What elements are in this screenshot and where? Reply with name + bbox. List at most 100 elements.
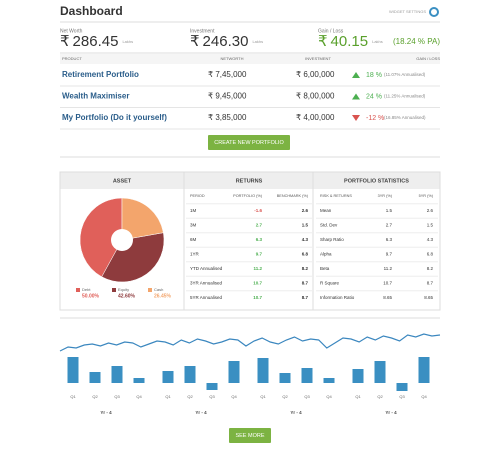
- row-label: Sharp Ratio: [320, 237, 344, 242]
- cell-value: 8.2: [302, 266, 309, 271]
- x-tick-label: Q3: [304, 394, 310, 399]
- column-header: GAIN / LOSS: [416, 56, 440, 61]
- cell-value: 8.7: [427, 281, 434, 286]
- x-tick-label: Q1: [355, 394, 361, 399]
- row-label: 3YR Annualised: [190, 281, 223, 286]
- cell-value: 10.7: [253, 295, 262, 300]
- bar: [228, 361, 240, 383]
- gain: -12 %: [366, 115, 384, 122]
- row-label: Std. Dev: [320, 223, 338, 228]
- cell-value: 11.2: [253, 266, 262, 271]
- bar: [396, 383, 408, 391]
- column-header: 3YR (%): [378, 194, 393, 198]
- see-more-label[interactable]: SEE MORE: [235, 433, 264, 439]
- row-label: R Square: [320, 281, 340, 286]
- gain-note: (11.07% Annualised): [384, 72, 426, 77]
- cell-value: 6.8: [302, 252, 309, 257]
- bar: [301, 368, 313, 383]
- currency: ₹: [60, 33, 70, 50]
- bar: [184, 366, 196, 383]
- panel-header-bg: [60, 172, 440, 189]
- x-tick-label: Q4: [136, 394, 142, 399]
- bar: [257, 358, 269, 383]
- pie-slice: [121, 197, 164, 241]
- widget-settings[interactable]: WIDGET SETTINGS: [389, 9, 426, 14]
- trend-arrow: [352, 115, 360, 121]
- cell-value: 11.2: [384, 266, 393, 271]
- x-tick-label: Q4: [326, 394, 332, 399]
- trend-arrow: [352, 72, 360, 78]
- x-tick-label: Q4: [231, 394, 237, 399]
- group-label: Yr - 4: [195, 410, 207, 415]
- cell-value: 2.7: [256, 223, 263, 228]
- cell-value: 1.5: [427, 223, 434, 228]
- cell-value: 8.65: [424, 295, 433, 300]
- bar: [418, 357, 430, 383]
- bar: [374, 361, 386, 383]
- x-tick-label: Q1: [70, 394, 76, 399]
- currency: ₹: [318, 33, 328, 50]
- gain-note: (16.85% Annualised): [384, 115, 426, 120]
- amount: 40.15: [331, 33, 369, 50]
- bar: [89, 372, 101, 383]
- cell-value: 8.7: [302, 295, 309, 300]
- x-tick-label: Q2: [377, 394, 383, 399]
- x-tick-label: Q1: [260, 394, 266, 399]
- pie-hole: [111, 229, 133, 251]
- summary-value: ₹40.15 Lakhs: [318, 33, 383, 50]
- cell-value: 8.2: [427, 266, 434, 271]
- cell-value: -1.6: [254, 208, 262, 213]
- legend-swatch: [148, 288, 152, 292]
- unit: Lakhs: [252, 39, 263, 44]
- portfolio-name[interactable]: Wealth Maximiser: [62, 92, 129, 101]
- cell-value: 2.6: [427, 208, 434, 213]
- summary-label: Net Worth: [60, 28, 83, 34]
- table-header-bg: [60, 54, 440, 64]
- portfolio-name[interactable]: My Portfolio (Do it yourself): [62, 113, 167, 122]
- investment: ₹ 4,00,000: [296, 113, 335, 122]
- create-button-label[interactable]: CREATE NEW PORTFOLIO: [214, 140, 284, 146]
- column-header: BENCHMARK (%): [277, 194, 309, 198]
- bar: [133, 378, 145, 383]
- cell-value: 2.7: [386, 223, 393, 228]
- settings-icon[interactable]: [429, 7, 439, 17]
- summary-value: ₹286.45 Lakhs: [60, 33, 133, 50]
- x-tick-label: Q3: [399, 394, 405, 399]
- cell-value: 1.5: [386, 208, 393, 213]
- cell-value: 6.3: [256, 237, 263, 242]
- trend-arrow: [352, 93, 360, 100]
- cell-value: 4.3: [302, 237, 309, 242]
- cell-value: 9.7: [386, 252, 393, 257]
- cell-value: 2.6: [302, 208, 309, 213]
- legend-swatch: [76, 288, 80, 292]
- legend-label: Equity: [118, 287, 129, 292]
- column-header: RISK & RETURNS: [320, 194, 352, 198]
- row-label: Alpha: [320, 252, 332, 257]
- see-more-button[interactable]: [229, 428, 271, 443]
- x-tick-label: Q2: [92, 394, 98, 399]
- bar: [279, 373, 291, 383]
- legend-value: 42.60%: [118, 293, 136, 299]
- column-header: NETWORTH: [220, 56, 243, 61]
- group-label: Yr - 4: [385, 410, 397, 415]
- cell-value: 8.65: [383, 295, 392, 300]
- panel-title: ASSET: [113, 178, 132, 184]
- legend-value: 50.00%: [82, 293, 100, 299]
- column-header: PRODUCT: [62, 56, 82, 61]
- investment: ₹ 8,00,000: [296, 92, 335, 101]
- portfolio-name[interactable]: Retirement Portfolio: [62, 70, 139, 79]
- bar: [206, 383, 218, 390]
- trend-line: [59, 333, 441, 352]
- gain-note: (11.25% Annualised): [384, 94, 426, 99]
- gain: 18 %: [366, 72, 382, 79]
- panel-title: RETURNS: [236, 178, 263, 184]
- group-label: Yr - 4: [100, 410, 112, 415]
- column-header: PORTFOLIO (%): [233, 194, 263, 198]
- cell-value: 4.3: [427, 237, 434, 242]
- x-tick-label: Q1: [165, 394, 171, 399]
- row-label: 5YR Annualised: [190, 295, 223, 300]
- create-button[interactable]: [208, 135, 290, 150]
- pie-slice: [79, 197, 123, 278]
